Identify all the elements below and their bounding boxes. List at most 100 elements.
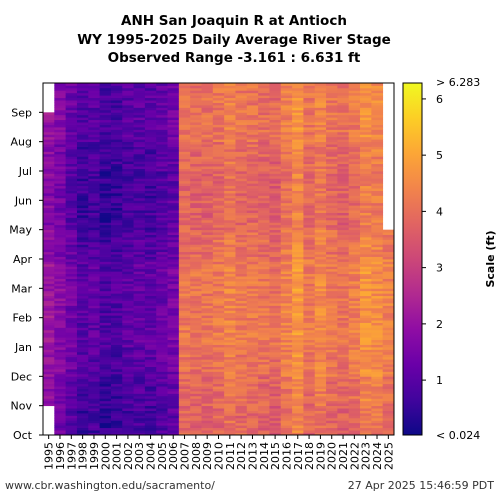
heatmap-cell bbox=[280, 337, 293, 341]
heatmap-cell bbox=[360, 305, 372, 309]
heatmap-cell bbox=[65, 207, 78, 211]
heatmap-cell bbox=[178, 293, 191, 297]
heatmap-cell bbox=[201, 166, 214, 169]
heatmap-cell bbox=[371, 122, 384, 125]
heatmap-cell bbox=[337, 153, 350, 157]
heatmap-cell bbox=[201, 317, 214, 321]
heatmap-cell bbox=[190, 298, 202, 301]
heatmap-cell bbox=[122, 227, 134, 231]
heatmap-cell bbox=[360, 127, 372, 130]
heatmap-cell bbox=[235, 193, 248, 196]
heatmap-cell bbox=[246, 261, 259, 265]
heatmap-cell bbox=[212, 298, 225, 301]
heatmap-cell bbox=[235, 283, 248, 287]
heatmap-cell bbox=[371, 349, 384, 353]
heatmap-cell bbox=[43, 373, 55, 377]
heatmap-cell bbox=[246, 97, 259, 101]
heatmap-cell bbox=[360, 303, 372, 306]
heatmap-cell bbox=[224, 237, 236, 240]
x-tick-label: 2007 bbox=[179, 442, 192, 470]
heatmap-cell bbox=[371, 305, 384, 309]
heatmap-cell bbox=[360, 219, 372, 223]
heatmap-cell bbox=[156, 146, 168, 150]
heatmap-cell bbox=[76, 163, 89, 167]
heatmap-cell bbox=[371, 163, 384, 167]
heatmap-cell bbox=[76, 400, 89, 404]
heatmap-cell bbox=[382, 283, 395, 287]
heatmap-cell bbox=[76, 217, 89, 221]
heatmap-cell bbox=[224, 344, 236, 348]
heatmap-cell bbox=[371, 383, 384, 387]
heatmap-cell bbox=[99, 283, 112, 287]
heatmap-cell bbox=[337, 381, 350, 385]
heatmap-cell bbox=[224, 97, 236, 101]
heatmap-cell bbox=[65, 425, 78, 429]
heatmap-cell bbox=[144, 175, 157, 179]
heatmap-cell bbox=[54, 425, 67, 429]
heatmap-cell bbox=[303, 127, 316, 130]
heatmap-cell bbox=[371, 312, 384, 316]
heatmap-cell bbox=[144, 219, 157, 223]
heatmap-cell bbox=[110, 395, 123, 399]
heatmap-cell bbox=[246, 241, 259, 245]
heatmap-cell bbox=[303, 305, 316, 309]
heatmap-cell bbox=[303, 383, 316, 387]
heatmap-cell bbox=[88, 92, 101, 96]
heatmap-cell bbox=[292, 408, 304, 411]
heatmap-cell bbox=[54, 195, 67, 199]
heatmap-cell bbox=[156, 403, 168, 407]
heatmap-cell bbox=[99, 129, 112, 133]
heatmap-cell bbox=[212, 134, 225, 138]
heatmap-cell bbox=[224, 329, 236, 333]
heatmap-cell bbox=[326, 202, 338, 206]
heatmap-cell bbox=[156, 117, 168, 121]
heatmap-cell bbox=[65, 158, 78, 162]
heatmap-cell bbox=[76, 158, 89, 162]
heatmap-cell bbox=[360, 315, 372, 319]
heatmap-cell bbox=[360, 256, 372, 260]
heatmap-cell bbox=[99, 410, 112, 414]
heatmap-cell bbox=[144, 344, 157, 348]
heatmap-cell bbox=[303, 166, 316, 169]
heatmap-cell bbox=[348, 366, 361, 370]
heatmap-cell bbox=[65, 359, 78, 363]
heatmap-cell bbox=[246, 153, 259, 157]
heatmap-cell bbox=[88, 349, 101, 353]
heatmap-cell bbox=[76, 344, 89, 348]
heatmap-cell bbox=[144, 354, 157, 358]
heatmap-cell bbox=[156, 298, 168, 301]
heatmap-cell bbox=[201, 383, 214, 387]
heatmap-cell bbox=[99, 92, 112, 96]
heatmap-cell bbox=[88, 246, 101, 250]
heatmap-cell bbox=[371, 200, 384, 204]
heatmap-cell bbox=[382, 288, 395, 292]
heatmap-cell bbox=[201, 430, 214, 433]
heatmap-cell bbox=[337, 241, 350, 245]
heatmap-cell bbox=[326, 212, 338, 216]
heatmap-cell bbox=[65, 361, 78, 365]
heatmap-cell bbox=[144, 427, 157, 431]
heatmap-cell bbox=[88, 156, 101, 160]
heatmap-cell bbox=[337, 430, 350, 433]
heatmap-cell bbox=[371, 332, 384, 336]
heatmap-cell bbox=[303, 371, 316, 375]
heatmap-cell bbox=[303, 405, 316, 409]
heatmap-cell bbox=[110, 361, 123, 365]
heatmap-cell bbox=[110, 168, 123, 172]
heatmap-cell bbox=[110, 388, 123, 392]
heatmap-cell bbox=[314, 87, 327, 91]
heatmap-cell bbox=[201, 386, 214, 389]
heatmap-cell bbox=[303, 251, 316, 255]
heatmap-cell bbox=[76, 246, 89, 250]
heatmap-cell bbox=[360, 349, 372, 353]
heatmap-cell bbox=[246, 430, 259, 433]
y-tick-label: Jan bbox=[14, 341, 32, 354]
heatmap-cell bbox=[235, 153, 248, 157]
heatmap-cell bbox=[292, 310, 304, 314]
heatmap-cell bbox=[303, 232, 316, 235]
heatmap-cell bbox=[190, 403, 202, 407]
heatmap-cell bbox=[99, 430, 112, 433]
heatmap-cell bbox=[178, 320, 191, 323]
heatmap-cell bbox=[43, 232, 55, 235]
heatmap-cell bbox=[110, 134, 123, 138]
